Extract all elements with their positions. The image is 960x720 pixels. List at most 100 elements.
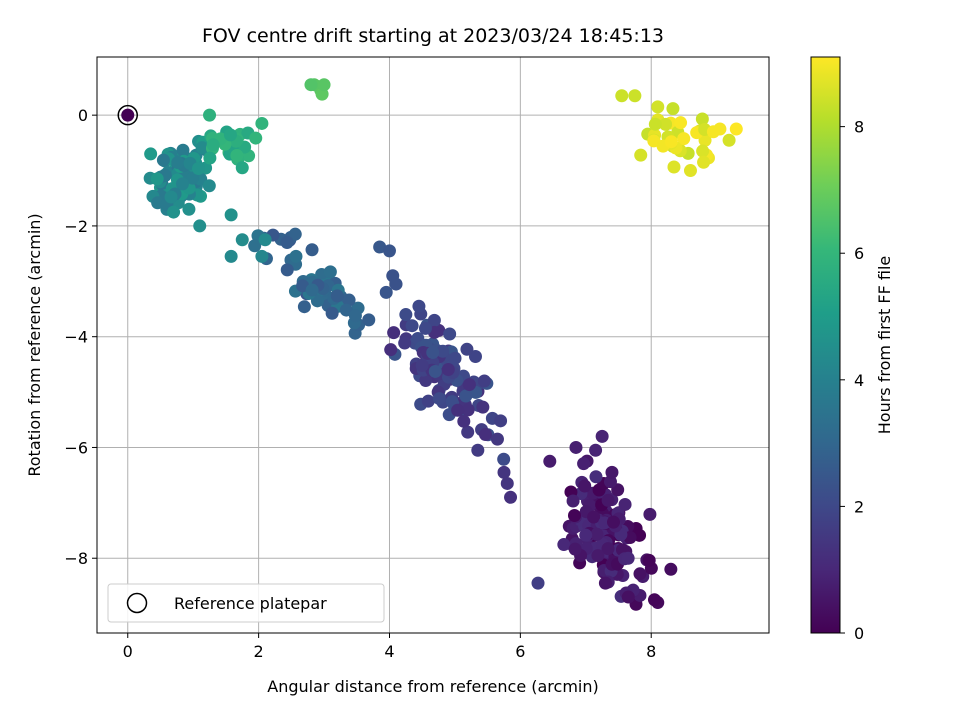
- y-tick-label: −2: [64, 217, 88, 236]
- x-tick-label: 4: [384, 642, 394, 661]
- scatter-point: [224, 249, 238, 263]
- scatter-point: [373, 240, 387, 254]
- scatter-point: [598, 576, 612, 590]
- scatter-point: [248, 239, 262, 253]
- scatter-point: [202, 179, 216, 193]
- scatter-point: [621, 551, 635, 565]
- scatter-point: [325, 306, 339, 320]
- scatter-point: [591, 549, 605, 563]
- x-axis-label: Angular distance from reference (arcmin): [267, 677, 598, 696]
- scatter-point: [255, 116, 269, 130]
- scatter-point: [288, 227, 302, 241]
- scatter-point: [601, 542, 615, 556]
- scatter-point: [695, 112, 709, 126]
- y-tick-label: −8: [64, 549, 88, 568]
- scatter-point: [457, 414, 471, 428]
- scatter-point: [497, 452, 511, 466]
- scatter-point: [448, 351, 462, 365]
- colorbar-tick-label: 8: [854, 118, 864, 137]
- scatter-point: [557, 538, 571, 552]
- scatter-point: [648, 117, 662, 131]
- colorbar-label: Hours from first FF file: [875, 256, 894, 435]
- scatter-point: [255, 249, 269, 263]
- colorbar-tick-label: 6: [854, 244, 864, 263]
- scatter-point: [587, 510, 601, 524]
- scatter-point: [659, 117, 673, 131]
- scatter-point: [647, 593, 661, 607]
- scatter-point: [477, 374, 491, 388]
- scatter-point: [297, 300, 311, 314]
- scatter-point: [606, 515, 620, 529]
- scatter-point: [382, 244, 396, 258]
- scatter-point: [504, 490, 518, 504]
- colorbar-tick-label: 0: [854, 624, 864, 643]
- scatter-point: [419, 373, 433, 387]
- scatter-point: [305, 243, 319, 257]
- scatter-point: [441, 362, 455, 376]
- scatter-point: [568, 542, 582, 556]
- scatter-point: [156, 153, 170, 167]
- scatter-point: [578, 479, 592, 493]
- scatter-point: [280, 263, 294, 277]
- scatter-point: [677, 132, 691, 146]
- scatter-point: [418, 321, 432, 335]
- scatter-point: [566, 494, 580, 508]
- scatter-point: [193, 219, 207, 233]
- y-axis-ticks: 0 −2 −4 −6 −8: [64, 106, 97, 568]
- scatter-point: [605, 465, 619, 479]
- scatter-point: [164, 190, 178, 204]
- scatter-point: [150, 172, 164, 186]
- legend: Reference platepar: [107, 583, 385, 623]
- scatter-point: [500, 476, 514, 490]
- scatter-point: [443, 327, 457, 341]
- scatter-point: [460, 342, 474, 356]
- scatter-point: [531, 576, 545, 590]
- scatter-point: [651, 100, 665, 114]
- colorbar: 0 2 4 6 8 Hours from first FF file: [810, 56, 894, 643]
- chart-title: FOV centre drift starting at 2023/03/24 …: [202, 25, 664, 47]
- scatter-point: [459, 389, 473, 403]
- scatter-point: [176, 143, 190, 157]
- colorbar-ticks: 0 2 4 6 8: [840, 118, 864, 643]
- y-tick-label: −4: [64, 328, 88, 347]
- scatter-point: [589, 443, 603, 457]
- scatter-point: [362, 313, 376, 327]
- x-tick-label: 8: [646, 642, 656, 661]
- scatter-point: [615, 89, 629, 103]
- scatter-point: [595, 429, 609, 443]
- scatter-point: [224, 208, 238, 222]
- scatter-point: [235, 233, 249, 247]
- scatter-point: [713, 122, 727, 136]
- scatter-point: [698, 133, 712, 147]
- scatter-point: [432, 392, 446, 406]
- scatter-point: [666, 102, 680, 116]
- scatter-point: [567, 508, 581, 522]
- scatter-point: [601, 493, 615, 507]
- scatter-point: [543, 454, 557, 468]
- scatter-point: [490, 432, 504, 446]
- scatter-point: [304, 78, 318, 92]
- scatter-point: [379, 285, 393, 299]
- scatter-point: [389, 277, 403, 291]
- legend-box: [107, 583, 385, 623]
- scatter-point: [634, 148, 648, 162]
- scatter-point: [384, 343, 398, 357]
- scatter-point: [405, 319, 419, 333]
- colorbar-gradient: [810, 56, 841, 634]
- scatter-point: [182, 202, 196, 216]
- colorbar-tick-label: 2: [854, 497, 864, 516]
- y-axis-label: Rotation from reference (arcmin): [25, 213, 44, 476]
- reference-point-fill: [121, 108, 135, 122]
- scatter-point: [642, 553, 656, 567]
- scatter-point: [348, 309, 362, 323]
- scatter-point: [497, 465, 511, 479]
- scatter-point: [387, 326, 401, 340]
- scatter-point: [206, 138, 220, 152]
- scatter-point: [249, 131, 263, 145]
- scatter-point: [664, 135, 678, 149]
- scatter-point: [468, 350, 482, 364]
- scatter-point: [310, 294, 324, 308]
- colorbar-tick-label: 4: [854, 371, 864, 390]
- scatter-point: [461, 403, 475, 417]
- scatter-point: [633, 567, 647, 581]
